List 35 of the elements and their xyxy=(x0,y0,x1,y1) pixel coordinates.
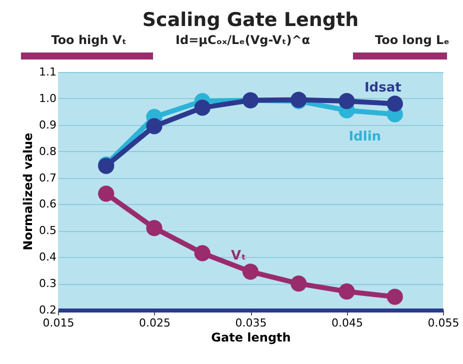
chart-title: Scaling Gate Length xyxy=(142,9,359,31)
y-tick-label: 1.1 xyxy=(39,66,56,78)
y-tick-label: 0.5 xyxy=(39,224,56,238)
point xyxy=(338,283,355,300)
x-tick-label: 0.015 xyxy=(42,316,74,330)
x-tick-label: 0.035 xyxy=(235,316,267,330)
point xyxy=(146,220,162,236)
x-tick-label: 0.055 xyxy=(428,316,460,330)
x-tick-label: 0.025 xyxy=(139,316,170,330)
point xyxy=(98,186,114,202)
y-axis-title: Normalized value xyxy=(21,132,36,250)
point xyxy=(290,276,307,292)
point xyxy=(146,118,162,134)
y-tick-label: 0.2 xyxy=(39,304,56,316)
point xyxy=(194,100,210,116)
y-tick-label: 0.4 xyxy=(39,250,56,264)
series-label: Idlin xyxy=(348,129,382,144)
y-tick-label: 0.8 xyxy=(39,144,56,158)
point xyxy=(194,245,210,262)
text: Too long Lₑ xyxy=(375,33,450,47)
y-tick-label: 0.9 xyxy=(39,118,56,132)
series-label: Idsat xyxy=(364,80,402,96)
x-axis-title: Gate length xyxy=(211,330,291,344)
point xyxy=(386,96,403,112)
text: Too high Vₜ xyxy=(51,33,126,47)
point xyxy=(242,264,259,280)
y-tick-label: 0.3 xyxy=(39,277,56,290)
y-tick-label: 1.0 xyxy=(39,92,56,105)
series-label: Vₜ xyxy=(230,248,246,264)
x-tick-label: 0.045 xyxy=(332,316,363,330)
text: Id=μCₒₓ/Lₑ(Vg-Vₜ)^α xyxy=(176,33,310,47)
y-tick-label: 0.6 xyxy=(39,198,56,211)
point xyxy=(386,288,403,305)
y-tick-label: 0.7 xyxy=(39,171,56,184)
point xyxy=(338,93,355,110)
